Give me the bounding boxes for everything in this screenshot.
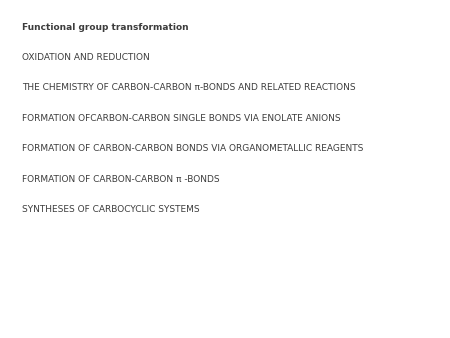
Text: THE CHEMISTRY OF CARBON-CARBON π-BONDS AND RELATED REACTIONS: THE CHEMISTRY OF CARBON-CARBON π-BONDS A… — [22, 83, 356, 92]
Text: FORMATION OF CARBON-CARBON π -BONDS: FORMATION OF CARBON-CARBON π -BONDS — [22, 175, 220, 184]
Text: Functional group transformation: Functional group transformation — [22, 23, 189, 31]
Text: FORMATION OFCARBON-CARBON SINGLE BONDS VIA ENOLATE ANIONS: FORMATION OFCARBON-CARBON SINGLE BONDS V… — [22, 114, 341, 123]
Text: FORMATION OF CARBON-CARBON BONDS VIA ORGANOMETALLIC REAGENTS: FORMATION OF CARBON-CARBON BONDS VIA ORG… — [22, 144, 364, 153]
Text: OXIDATION AND REDUCTION: OXIDATION AND REDUCTION — [22, 53, 150, 62]
Text: SYNTHESES OF CARBOCYCLIC SYSTEMS: SYNTHESES OF CARBOCYCLIC SYSTEMS — [22, 205, 200, 214]
